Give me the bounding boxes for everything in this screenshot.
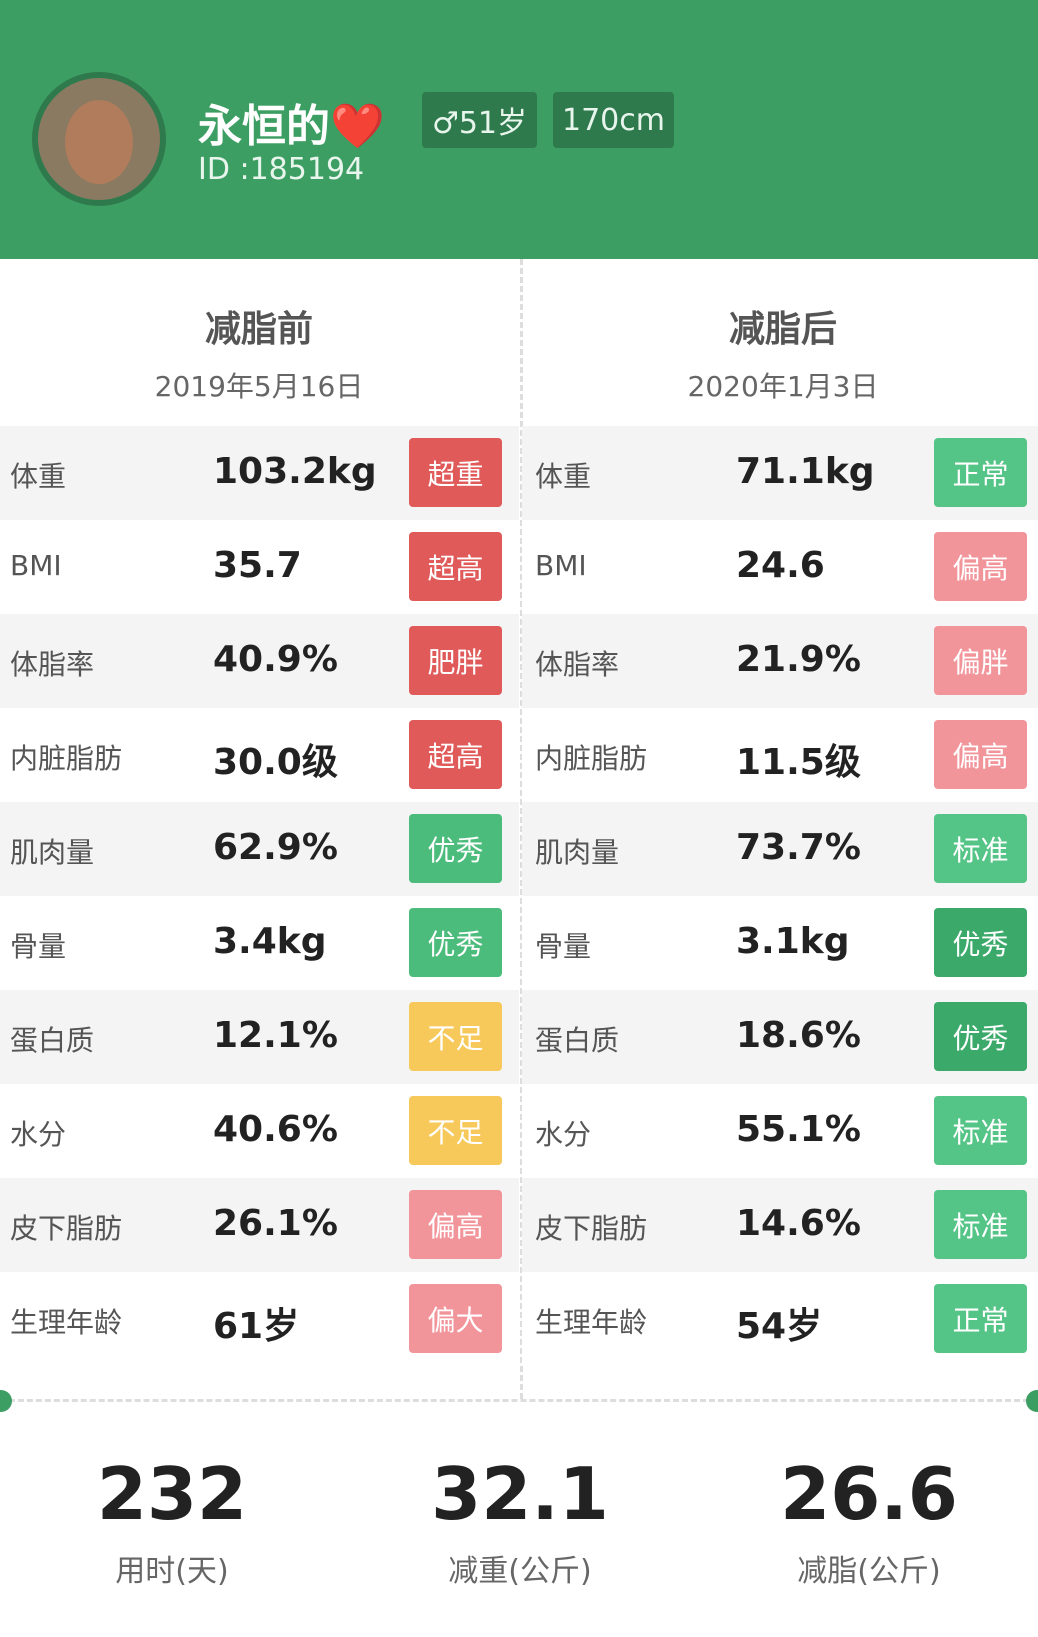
- metric-label: 内脏脂肪: [10, 742, 123, 775]
- metric-label: 蛋白质: [10, 1024, 95, 1057]
- metric-value: 14.6%: [736, 1203, 861, 1244]
- metric-value: 62.9%: [213, 827, 338, 868]
- separator: [0, 1399, 1038, 1402]
- column-title: 减脂前: [204, 309, 314, 350]
- column-date: 2019年5月16日: [154, 370, 364, 403]
- metric-value: 54岁: [736, 1306, 823, 1347]
- metric-label: 生理年龄: [535, 1306, 648, 1339]
- metric-value: 24.6: [736, 545, 825, 586]
- height-badge: 170cm: [553, 92, 674, 148]
- status-badge: 偏胖: [934, 626, 1027, 695]
- status-badge: 标准: [934, 1096, 1027, 1165]
- user-id: ID :185194: [198, 152, 365, 187]
- metric-label: 生理年龄: [10, 1306, 123, 1339]
- metric-value: 73.7%: [736, 827, 861, 868]
- status-badge: 偏高: [409, 1190, 502, 1259]
- status-badge: 偏高: [934, 532, 1027, 601]
- metric-value: 35.7: [213, 545, 302, 586]
- user-name: 永恒的❤️: [198, 101, 385, 152]
- summary-label: 减重(公斤): [448, 1554, 592, 1589]
- metric-value: 61岁: [213, 1306, 300, 1347]
- status-badge: 标准: [934, 1190, 1027, 1259]
- metric-value: 3.4kg: [213, 921, 327, 962]
- divider: [520, 259, 523, 1399]
- status-badge: 超高: [409, 532, 502, 601]
- metric-value: 40.9%: [213, 639, 338, 680]
- status-badge: 不足: [409, 1002, 502, 1071]
- avatar: [32, 72, 166, 206]
- column-date: 2020年1月3日: [687, 370, 879, 403]
- metric-value: 12.1%: [213, 1015, 338, 1056]
- status-badge: 正常: [934, 438, 1027, 507]
- metric-label: 体重: [535, 460, 592, 493]
- metric-label: 肌肉量: [535, 836, 620, 869]
- metric-value: 103.2kg: [213, 451, 377, 492]
- dot: [0, 1390, 12, 1412]
- status-badge: 优秀: [934, 908, 1027, 977]
- metric-label: 肌肉量: [10, 836, 95, 869]
- dot: [1026, 1390, 1038, 1412]
- metric-label: 骨量: [535, 930, 592, 963]
- status-badge: 超重: [409, 438, 502, 507]
- metric-value: 18.6%: [736, 1015, 861, 1056]
- status-badge: 优秀: [934, 1002, 1027, 1071]
- metric-label: 蛋白质: [535, 1024, 620, 1057]
- summary-value: 26.6: [780, 1452, 958, 1536]
- status-badge: 不足: [409, 1096, 502, 1165]
- metric-value: 3.1kg: [736, 921, 850, 962]
- status-badge: 超高: [409, 720, 502, 789]
- status-badge: 优秀: [409, 908, 502, 977]
- status-badge: 偏高: [934, 720, 1027, 789]
- summary-value: 232: [96, 1452, 248, 1536]
- metric-label: 体脂率: [535, 648, 620, 681]
- metric-value: 55.1%: [736, 1109, 861, 1150]
- metric-label: BMI: [535, 549, 587, 582]
- metric-value: 21.9%: [736, 639, 861, 680]
- column-title: 减脂后: [728, 309, 838, 350]
- metric-value: 40.6%: [213, 1109, 338, 1150]
- status-badge: 正常: [934, 1284, 1027, 1353]
- metric-label: 皮下脂肪: [535, 1212, 648, 1245]
- summary-label: 用时(天): [115, 1554, 229, 1589]
- metric-label: 体重: [10, 460, 67, 493]
- metric-label: 体脂率: [10, 648, 95, 681]
- metric-label: 内脏脂肪: [535, 742, 648, 775]
- metric-value: 71.1kg: [736, 451, 875, 492]
- metric-label: 水分: [535, 1118, 592, 1151]
- metric-value: 11.5级: [736, 742, 861, 783]
- metric-label: 皮下脂肪: [10, 1212, 123, 1245]
- summary-label: 减脂(公斤): [797, 1554, 941, 1589]
- metric-label: BMI: [10, 549, 62, 582]
- summary-value: 32.1: [431, 1452, 609, 1536]
- status-badge: 肥胖: [409, 626, 502, 695]
- age-badge: ♂51岁: [422, 92, 537, 148]
- metric-label: 水分: [10, 1118, 67, 1151]
- metric-value: 26.1%: [213, 1203, 338, 1244]
- status-badge: 优秀: [409, 814, 502, 883]
- status-badge: 标准: [934, 814, 1027, 883]
- status-badge: 偏大: [409, 1284, 502, 1353]
- metric-value: 30.0级: [213, 742, 338, 783]
- metric-label: 骨量: [10, 930, 67, 963]
